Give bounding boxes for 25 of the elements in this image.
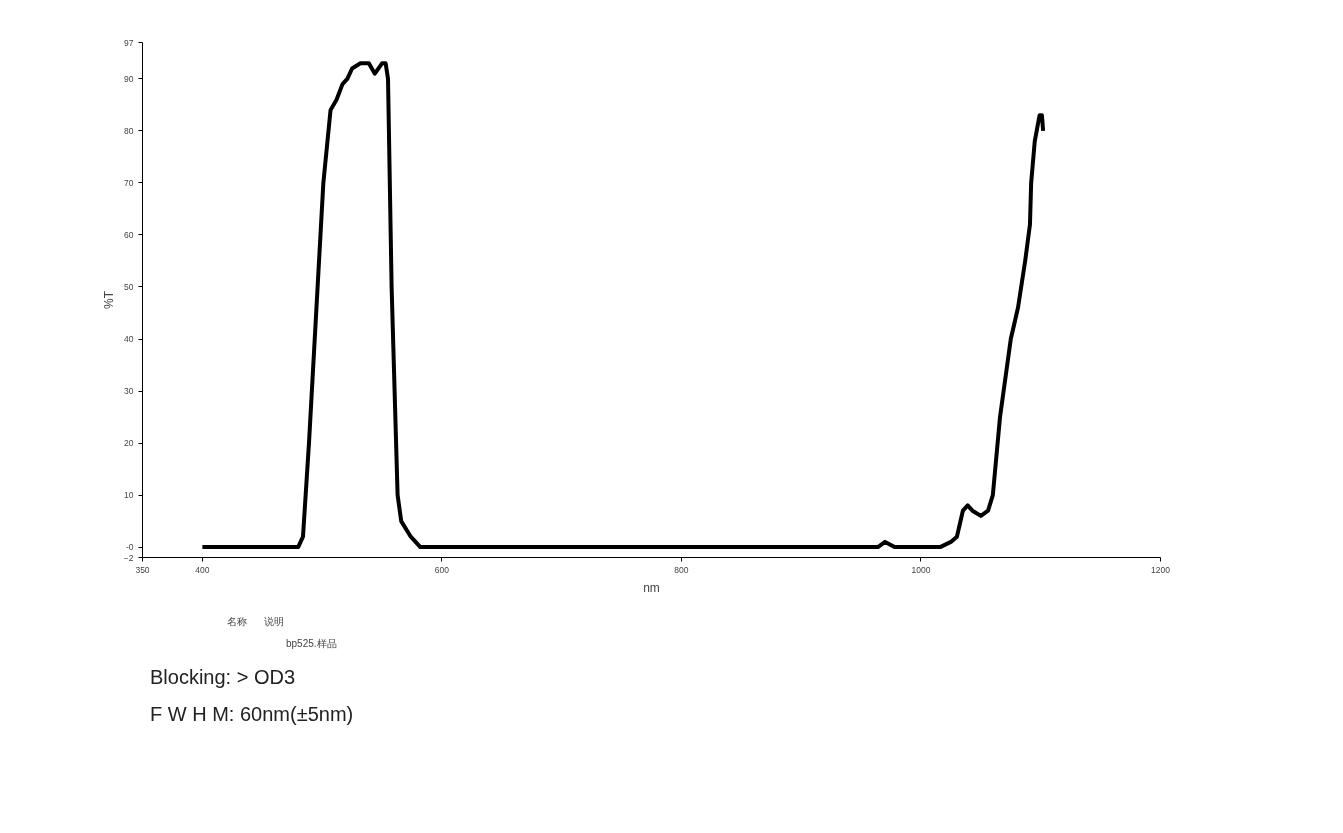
y-tick-label: 80 <box>124 125 134 136</box>
x-tick-label: 800 <box>674 564 689 575</box>
y-tick-label: 20 <box>124 438 134 449</box>
x-tick-label: 1000 <box>911 564 931 575</box>
legend-title: 名称 说明 <box>227 615 285 629</box>
y-tick-label: 60 <box>124 229 134 240</box>
y-axis-title: %T <box>101 290 116 309</box>
x-tick-label: 600 <box>434 564 450 575</box>
y-tick-label: -0 <box>125 542 134 553</box>
y-tick-label: 90 <box>124 73 134 84</box>
line-series <box>200 61 1046 550</box>
y-tick-label: 70 <box>124 177 134 188</box>
y-tick-label: 97 <box>124 37 134 48</box>
y-tick-label: −2 <box>123 552 134 563</box>
x-tick-label: 1200 <box>1151 564 1171 575</box>
y-tick-label: 10 <box>124 490 134 501</box>
x-axis-title: nm <box>643 580 660 595</box>
y-tick-label: 50 <box>124 281 134 292</box>
y-tick-label: 30 <box>124 386 134 397</box>
text: bp525.样品 <box>286 637 337 651</box>
text: F W H M: 60nm(±5nm) <box>150 701 354 727</box>
text: Blocking: > OD3 <box>150 665 296 690</box>
x-tick-label: 350 <box>135 564 150 575</box>
x-tick-label: 400 <box>195 564 210 575</box>
y-tick-label: 40 <box>124 334 134 345</box>
